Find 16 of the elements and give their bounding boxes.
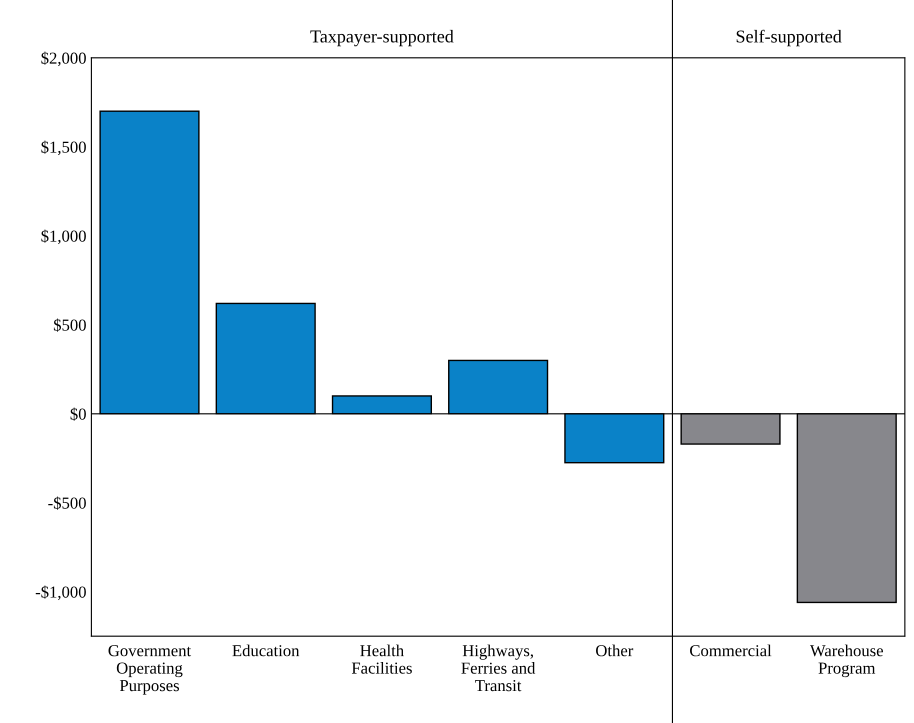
x-tick-label: Health Facilities [352, 644, 412, 674]
text: Self-supported [736, 30, 842, 46]
x-tick-label: Education [232, 644, 300, 656]
x-tick-label: Government Operating Purposes [108, 645, 192, 695]
y-tick-label: $1,500 [41, 140, 86, 156]
y-tick-label: $1,000 [41, 230, 86, 244]
y-tick-label: $500 [54, 318, 86, 332]
x-tick-label: Warehouse Program [810, 644, 883, 678]
y-tick-label: -$500 [48, 496, 86, 510]
y-tick-label: $2,000 [41, 52, 86, 66]
y-tick-label: $0 [70, 407, 86, 421]
y-tick-label: -$1,000 [36, 585, 86, 600]
x-tick-label: Other [596, 644, 634, 656]
x-tick-label: Commercial [690, 644, 772, 656]
text: Taxpayer-supported [310, 30, 454, 46]
x-tick-label: Highways, Ferries and Transit [461, 644, 536, 692]
